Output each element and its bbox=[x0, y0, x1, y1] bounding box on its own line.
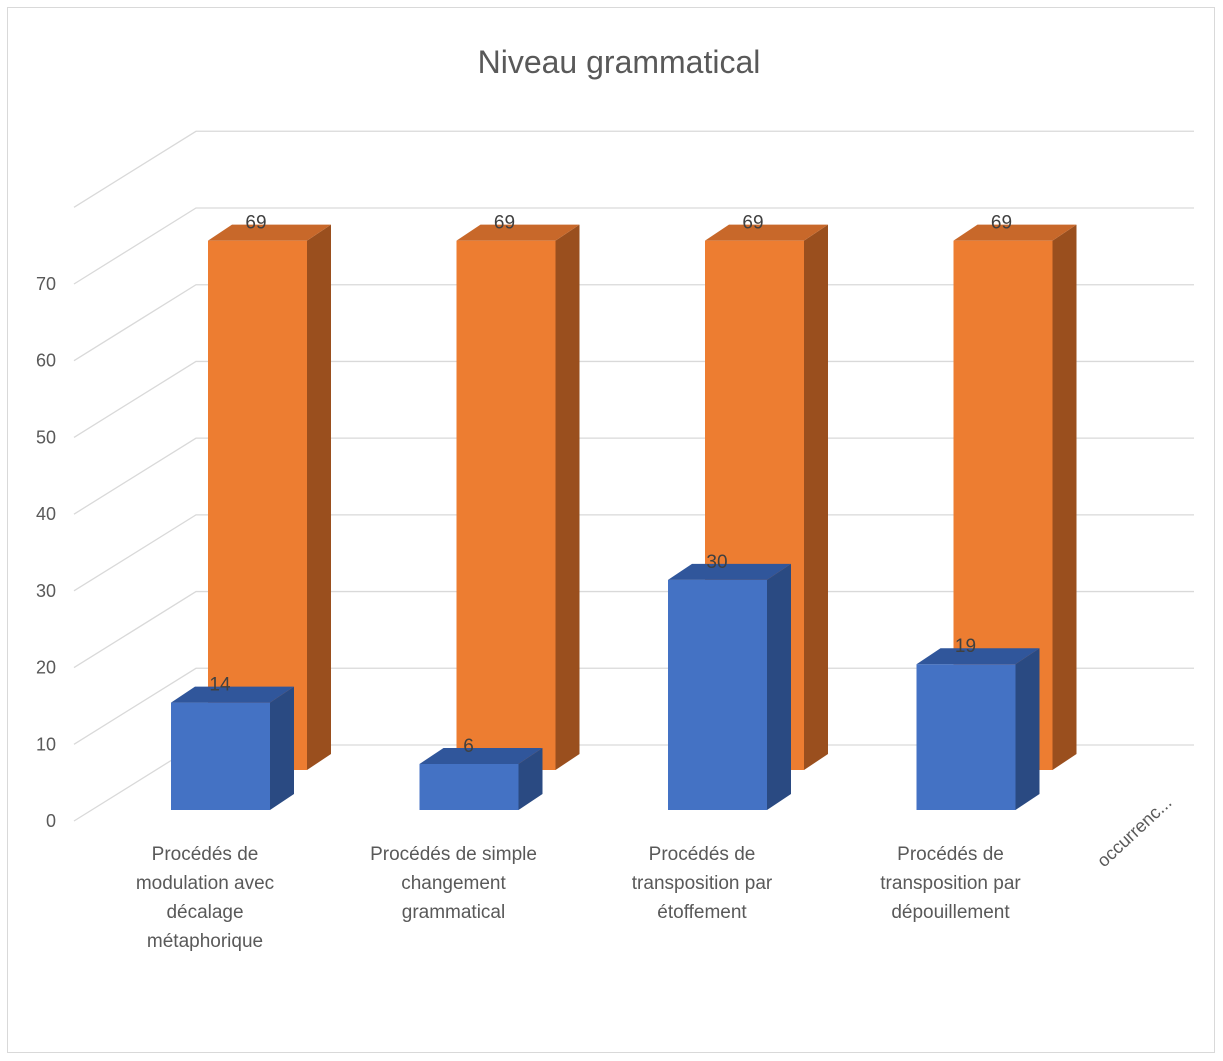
y-tick-label: 40 bbox=[36, 504, 56, 524]
front-bar bbox=[916, 648, 1040, 810]
front-bar-label: 30 bbox=[706, 552, 727, 573]
back-bar-top bbox=[456, 224, 580, 241]
back-bar-side bbox=[804, 224, 828, 770]
gridline bbox=[73, 360, 1194, 438]
front-bar-label: 19 bbox=[955, 636, 976, 657]
front-bar-face bbox=[171, 702, 270, 810]
data-labels: 69 69 69 69 14 6 30 19 bbox=[209, 213, 1012, 757]
front-bar-label: 6 bbox=[463, 736, 474, 757]
back-bar-face bbox=[456, 240, 556, 770]
gridline bbox=[73, 207, 1194, 285]
front-bar-side bbox=[1015, 648, 1040, 810]
x-axis-categories: Procédés de modulation avec décalage métaph… bbox=[136, 844, 1022, 952]
y-tick-label: 10 bbox=[36, 734, 56, 754]
y-tick-label: 60 bbox=[36, 351, 56, 371]
back-bar-label: 69 bbox=[245, 213, 266, 234]
x-category-label: Procédés de modulation avec décalage métaph… bbox=[136, 844, 274, 952]
back-bar bbox=[208, 224, 331, 770]
front-bar-side bbox=[767, 563, 791, 810]
y-tick-label: 30 bbox=[36, 581, 56, 601]
back-bar-side bbox=[555, 224, 580, 770]
back-bar-face bbox=[208, 240, 307, 770]
front-bar-face bbox=[668, 579, 767, 810]
y-tick-label: 20 bbox=[36, 658, 56, 678]
back-bar-top bbox=[208, 224, 331, 241]
front-bar-top bbox=[668, 563, 791, 580]
gridline bbox=[73, 590, 1194, 669]
y-tick-label: 70 bbox=[36, 274, 56, 294]
back-bar-label: 69 bbox=[742, 213, 763, 234]
series-front-bars bbox=[171, 563, 1040, 810]
back-bar-label: 69 bbox=[991, 213, 1012, 234]
y-axis-ticks: 0 10 20 30 40 50 60 70 bbox=[36, 274, 56, 831]
back-bar-top bbox=[953, 224, 1077, 241]
front-bar bbox=[419, 747, 543, 810]
front-bar-top bbox=[916, 648, 1040, 665]
front-bar-top bbox=[419, 747, 543, 764]
y-tick-label: 0 bbox=[46, 811, 56, 831]
gridline bbox=[73, 437, 1194, 515]
chart-title: Niveau grammatical bbox=[478, 44, 761, 80]
front-bar bbox=[668, 563, 791, 810]
y-tick-label: 50 bbox=[36, 427, 56, 447]
back-bar-label: 69 bbox=[494, 213, 515, 234]
front-bar-side bbox=[270, 686, 294, 810]
gridline bbox=[73, 667, 1194, 745]
gridline bbox=[73, 514, 1194, 592]
back-bar-side bbox=[1052, 224, 1077, 770]
back-bar-side bbox=[307, 224, 331, 770]
front-bar-face bbox=[419, 763, 519, 810]
x-category-label: Procédés de transposition par étoffement bbox=[632, 844, 773, 923]
front-bar-top bbox=[171, 686, 294, 703]
front-bar-label: 14 bbox=[209, 675, 231, 696]
x-category-label: Procédés de simple changement grammatical bbox=[370, 844, 537, 923]
front-bar-face bbox=[916, 664, 1016, 810]
gridline bbox=[73, 284, 1194, 362]
back-bar-top bbox=[705, 224, 828, 241]
chart-area: Niveau grammatical 0 10 20 30 40 50 60 70 69 69 6… bbox=[7, 7, 1215, 1053]
x-category-label: Procédés de transposition par dépouillemen… bbox=[880, 844, 1021, 923]
gridline bbox=[73, 130, 1194, 208]
front-bar bbox=[171, 686, 294, 810]
front-bar-side bbox=[518, 747, 543, 810]
back-bar bbox=[456, 224, 580, 770]
depth-axis-label: occurrenc... bbox=[1093, 792, 1175, 871]
gridlines bbox=[73, 130, 1194, 822]
